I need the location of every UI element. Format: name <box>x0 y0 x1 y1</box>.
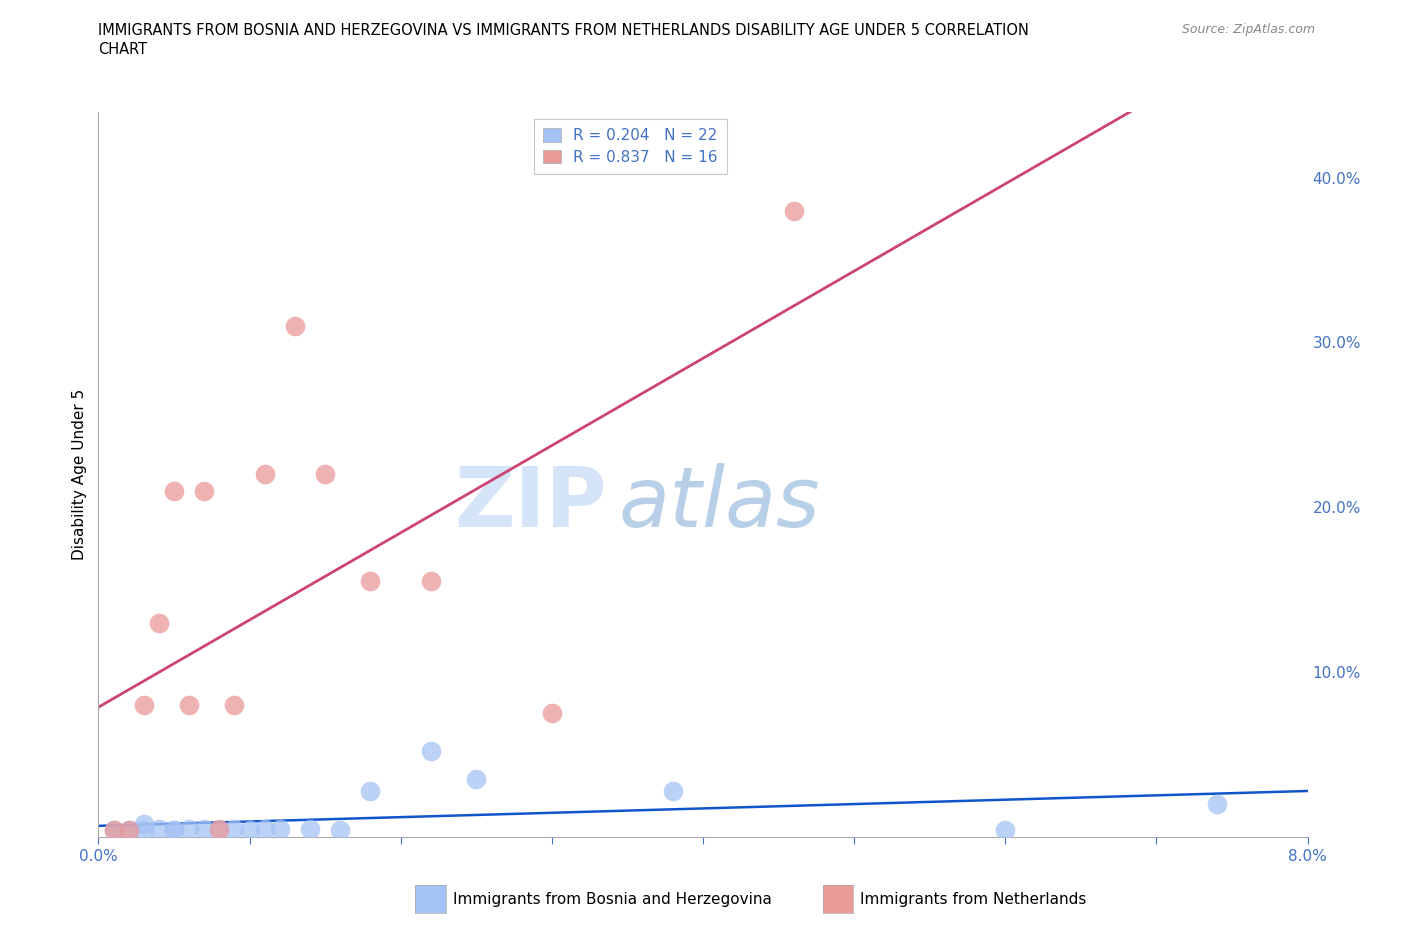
Point <box>1206 797 1229 812</box>
Point <box>103 823 125 838</box>
Point <box>179 698 201 712</box>
Point <box>103 823 125 838</box>
Point <box>163 823 186 838</box>
Point <box>118 823 141 838</box>
Point <box>224 698 246 712</box>
Point <box>783 203 806 218</box>
Point <box>253 467 276 482</box>
Point <box>994 823 1017 838</box>
Point <box>465 772 488 787</box>
Point <box>253 821 276 836</box>
Point <box>208 823 231 838</box>
Point <box>284 318 307 333</box>
Text: CHART: CHART <box>98 42 148 57</box>
Y-axis label: Disability Age Under 5: Disability Age Under 5 <box>72 389 87 560</box>
Point <box>179 821 201 836</box>
Point <box>420 744 443 759</box>
Point <box>193 484 215 498</box>
Point <box>148 821 170 836</box>
Text: Source: ZipAtlas.com: Source: ZipAtlas.com <box>1181 23 1315 36</box>
Point <box>299 821 322 836</box>
Point <box>193 821 215 836</box>
Point <box>541 706 564 721</box>
Point <box>329 823 352 838</box>
Text: Immigrants from Bosnia and Herzegovina: Immigrants from Bosnia and Herzegovina <box>453 892 772 907</box>
Text: IMMIGRANTS FROM BOSNIA AND HERZEGOVINA VS IMMIGRANTS FROM NETHERLANDS DISABILITY: IMMIGRANTS FROM BOSNIA AND HERZEGOVINA V… <box>98 23 1029 38</box>
Point <box>132 823 155 838</box>
Point <box>360 783 382 798</box>
Point <box>118 823 141 838</box>
Point <box>420 574 443 589</box>
Point <box>314 467 336 482</box>
Legend: R = 0.204   N = 22, R = 0.837   N = 16: R = 0.204 N = 22, R = 0.837 N = 16 <box>534 119 727 174</box>
Text: atlas: atlas <box>619 463 820 544</box>
Point <box>163 823 186 838</box>
Point <box>132 698 155 712</box>
Point <box>239 823 262 838</box>
Point <box>224 821 246 836</box>
Point <box>208 821 231 836</box>
Point <box>163 484 186 498</box>
Point <box>269 821 291 836</box>
Point <box>360 574 382 589</box>
Point <box>132 817 155 831</box>
Text: ZIP: ZIP <box>454 463 606 544</box>
Point <box>148 616 170 631</box>
Text: Immigrants from Netherlands: Immigrants from Netherlands <box>860 892 1087 907</box>
Point <box>662 783 685 798</box>
